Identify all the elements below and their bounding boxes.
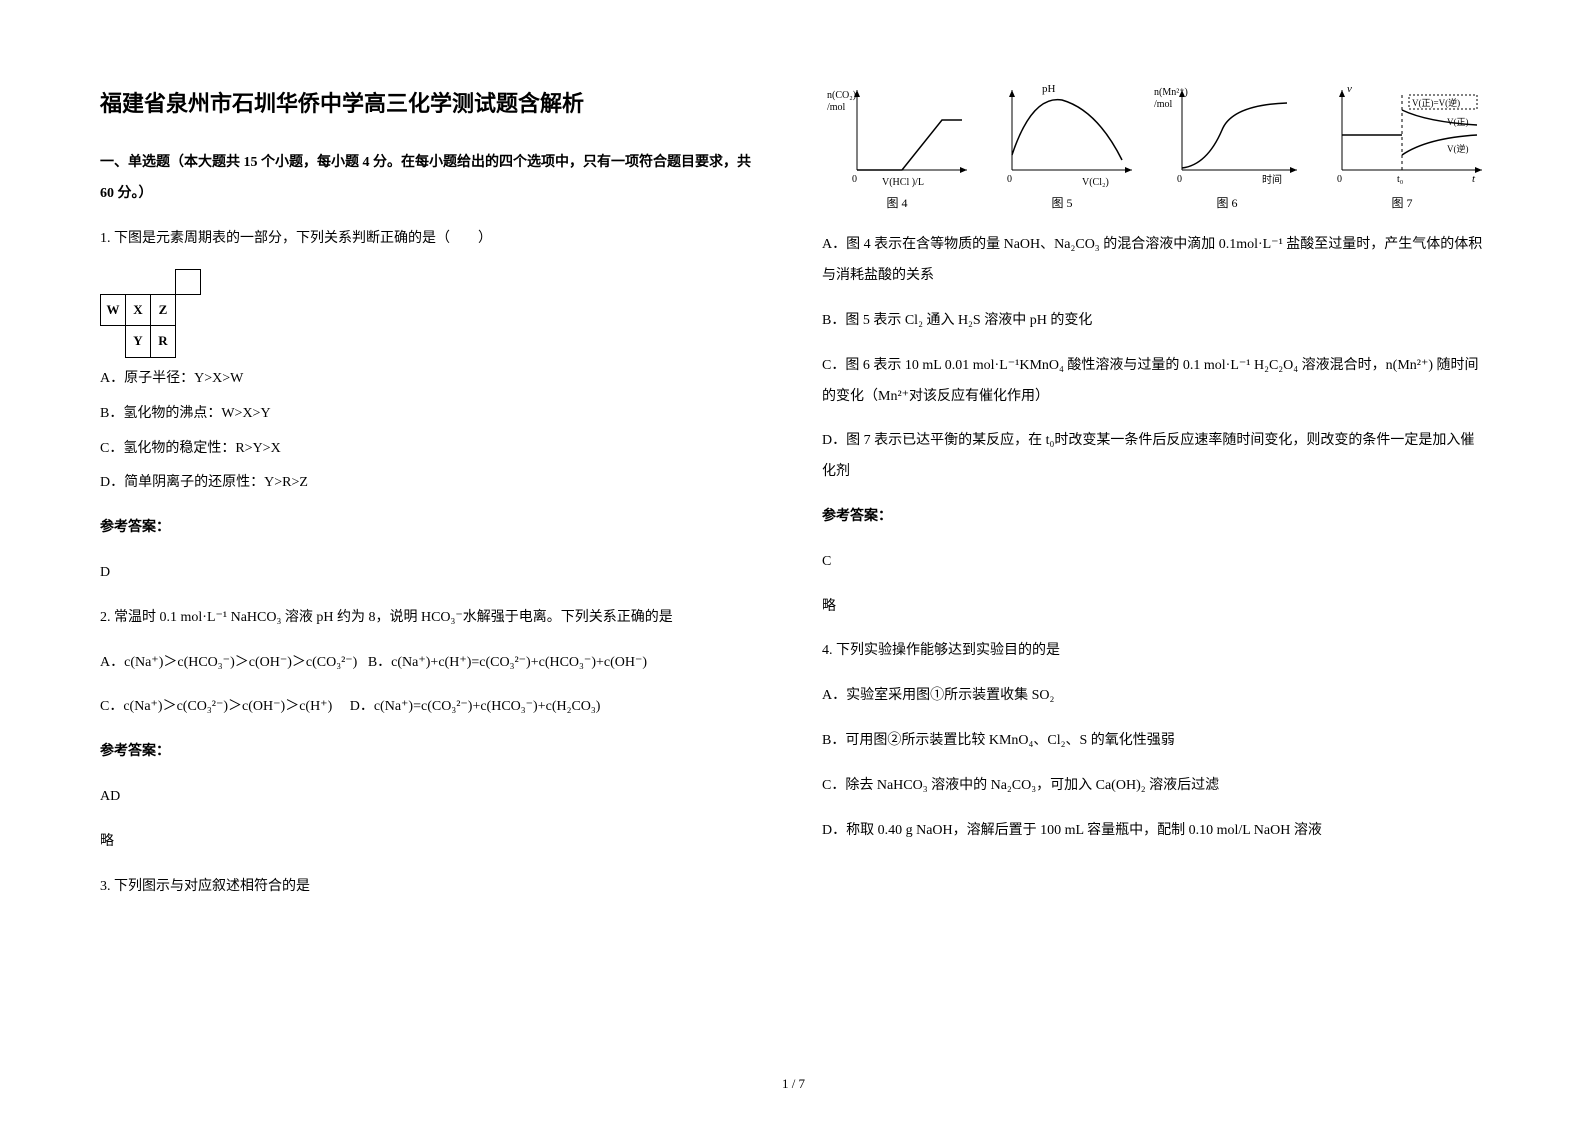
q1-optB: B．氢化物的沸点：W>X>Y <box>100 399 762 430</box>
periodic-cell-blank <box>176 269 201 294</box>
svg-text:V(逆): V(逆) <box>1447 143 1469 154</box>
svg-text:时间: 时间 <box>1262 173 1282 186</box>
title: 福建省泉州市石圳华侨中学高三化学测试题含解析 <box>100 80 762 128</box>
periodic-cell: R <box>151 326 176 358</box>
q2-stem: 2. 常温时 0.1 mol·L⁻¹ NaHCO₃ 溶液 pH 约为 8，说明 … <box>100 603 762 634</box>
q2-optA: A．c(Na⁺)＞c(HCO₃⁻)＞c(OH⁻)＞c(CO₃²⁻) <box>100 655 357 670</box>
q1-optA: A．原子半径：Y>X>W <box>100 364 762 395</box>
periodic-cell: Y <box>126 326 151 358</box>
q4-optB: B．可用图②所示装置比较 KMnO₄、Cl₂、S 的氧化性强弱 <box>822 726 1487 757</box>
q3-optD: D．图 7 表示已达平衡的某反应，在 t₀时改变某一条件后反应速率随时间变化，则… <box>822 426 1487 488</box>
svg-text:V(正): V(正) <box>1447 117 1469 127</box>
svg-text:n(CO₂): n(CO₂) <box>827 90 856 101</box>
section-header: 一、单选题（本大题共 15 个小题，每小题 4 分。在每小题给出的四个选项中，只… <box>100 148 762 210</box>
page-number: 1 / 7 <box>782 1076 805 1092</box>
svg-text:n(Mn²⁺): n(Mn²⁺) <box>1154 87 1188 98</box>
q1-optC: C．氢化物的稳定性：R>Y>X <box>100 434 762 465</box>
q1-stem: 1. 下图是元素周期表的一部分，下列关系判断正确的是（ ） <box>100 224 762 255</box>
svg-text:V(HCl )/L: V(HCl )/L <box>882 177 924 188</box>
right-column: n(CO₂) /mol 0 V(HCl )/L 图 4 pH 0 V(Cl <box>822 80 1487 916</box>
chart6-svg: n(Mn²⁺) /mol 0 时间 <box>1152 80 1302 190</box>
q1-optD: D．简单阴离子的还原性：Y>R>Z <box>100 468 762 499</box>
charts-row: n(CO₂) /mol 0 V(HCl )/L 图 4 pH 0 V(Cl <box>822 80 1487 216</box>
q4-optD: D．称取 0.40 g NaOH，溶解后置于 100 mL 容量瓶中，配制 0.… <box>822 816 1487 847</box>
periodic-cell: X <box>126 294 151 326</box>
svg-text:V(Cl₂): V(Cl₂) <box>1082 177 1109 188</box>
svg-text:t₀: t₀ <box>1397 174 1404 185</box>
q2-answer: AD <box>100 782 762 813</box>
q3-answer: C <box>822 547 1487 578</box>
q4-optC: C．除去 NaHCO₃ 溶液中的 Na₂CO₃，可加入 Ca(OH)₂ 溶液后过… <box>822 771 1487 802</box>
svg-text:0: 0 <box>1337 174 1342 185</box>
chart4: n(CO₂) /mol 0 V(HCl )/L 图 4 <box>822 80 972 216</box>
q3-optB: B．图 5 表示 Cl₂ 通入 H₂S 溶液中 pH 的变化 <box>822 306 1487 337</box>
q2-optB: B．c(Na⁺)+c(H⁺)=c(CO₃²⁻)+c(HCO₃⁻)+c(OH⁻) <box>368 655 647 670</box>
chart5-svg: pH 0 V(Cl₂) <box>987 80 1137 190</box>
q4-stem: 4. 下列实验操作能够达到实验目的的是 <box>822 636 1487 667</box>
q1-answer-label: 参考答案： <box>100 513 762 544</box>
chart5-caption: 图 5 <box>987 190 1137 216</box>
q3-optC: C．图 6 表示 10 mL 0.01 mol·L⁻¹KMnO₄ 酸性溶液与过量… <box>822 351 1487 413</box>
svg-text:/mol: /mol <box>827 102 846 113</box>
periodic-cell: Z <box>151 294 176 326</box>
svg-text:t: t <box>1472 173 1476 185</box>
svg-text:0: 0 <box>1007 174 1012 185</box>
chart7-caption: 图 7 <box>1317 190 1487 216</box>
q2-answer-label: 参考答案： <box>100 737 762 768</box>
q1-answer: D <box>100 558 762 589</box>
svg-text:0: 0 <box>852 174 857 185</box>
svg-text:0: 0 <box>1177 174 1182 185</box>
q2-optD: D．c(Na⁺)=c(CO₃²⁻)+c(HCO₃⁻)+c(H₂CO₃) <box>350 699 601 714</box>
q1-options: A．原子半径：Y>X>W B．氢化物的沸点：W>X>Y C．氢化物的稳定性：R>… <box>100 364 762 499</box>
q2-row1: A．c(Na⁺)＞c(HCO₃⁻)＞c(OH⁻)＞c(CO₃²⁻) B．c(Na… <box>100 648 762 679</box>
periodic-cell: W <box>101 294 126 326</box>
q3-note: 略 <box>822 592 1487 623</box>
left-column: 福建省泉州市石圳华侨中学高三化学测试题含解析 一、单选题（本大题共 15 个小题… <box>100 80 762 916</box>
q2-optC: C．c(Na⁺)＞c(CO₃²⁻)＞c(OH⁻)＞c(H⁺) <box>100 699 332 714</box>
svg-text:pH: pH <box>1042 83 1056 95</box>
q4-optA: A．实验室采用图①所示装置收集 SO₂ <box>822 681 1487 712</box>
q2-note: 略 <box>100 827 762 858</box>
q3-stem: 3. 下列图示与对应叙述相符合的是 <box>100 872 762 903</box>
svg-text:V(正)=V(逆): V(正)=V(逆) <box>1412 97 1460 108</box>
chart4-caption: 图 4 <box>822 190 972 216</box>
svg-text:/mol: /mol <box>1154 99 1173 110</box>
q2-row2: C．c(Na⁺)＞c(CO₃²⁻)＞c(OH⁻)＞c(H⁺) D．c(Na⁺)=… <box>100 692 762 723</box>
svg-text:v: v <box>1347 83 1352 95</box>
chart4-svg: n(CO₂) /mol 0 V(HCl )/L <box>822 80 972 190</box>
chart7: v V(正)=V(逆) V(正) V(逆) 0 t₀ t 图 7 <box>1317 80 1487 216</box>
chart6-caption: 图 6 <box>1152 190 1302 216</box>
chart6: n(Mn²⁺) /mol 0 时间 图 6 <box>1152 80 1302 216</box>
chart7-svg: v V(正)=V(逆) V(正) V(逆) 0 t₀ t <box>1317 80 1487 190</box>
q3-optA: A．图 4 表示在含等物质的量 NaOH、Na₂CO₃ 的混合溶液中滴加 0.1… <box>822 230 1487 292</box>
periodic-table: W X Z Y R <box>100 269 201 358</box>
q3-answer-label: 参考答案： <box>822 502 1487 533</box>
chart5: pH 0 V(Cl₂) 图 5 <box>987 80 1137 216</box>
